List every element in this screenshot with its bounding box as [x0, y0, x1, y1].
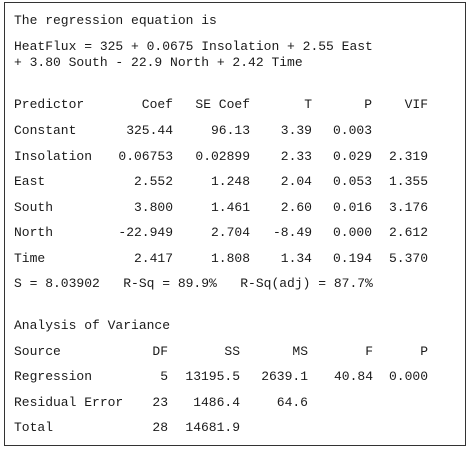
t-cell: 1.34: [280, 251, 312, 266]
t-cell: 3.39: [280, 123, 312, 138]
ms-cell: 64.6: [276, 395, 308, 410]
vif-cell: 3.176: [388, 200, 428, 215]
source-cell: Total: [14, 420, 54, 435]
table-row: East 2.552 1.248 2.04 0.053 1.355: [5, 174, 465, 190]
t-cell: 2.33: [280, 149, 312, 164]
coef-cell: 0.06753: [118, 149, 173, 164]
p-cell: 0.016: [332, 200, 372, 215]
table-row: Time 2.417 1.808 1.34 0.194 5.370: [5, 251, 465, 267]
ss-cell: 1486.4: [193, 395, 240, 410]
df-cell: 23: [152, 395, 168, 410]
coef-cell: 2.552: [133, 174, 173, 189]
f-cell: 40.84: [333, 369, 373, 384]
coef-header-p: P: [364, 97, 372, 112]
table-row: South 3.800 1.461 2.60 0.016 3.176: [5, 200, 465, 216]
source-cell: Regression: [14, 369, 93, 384]
coef-header-predictor: Predictor: [14, 97, 85, 112]
coef-header-t: T: [304, 97, 312, 112]
p-cell: 0.003: [332, 123, 372, 138]
anova-header-ms: MS: [292, 344, 308, 359]
ss-cell: 13195.5: [185, 369, 240, 384]
vif-cell: 2.319: [388, 149, 428, 164]
p-cell: 0.029: [332, 149, 372, 164]
coef-cell: 3.800: [133, 200, 173, 215]
p-cell: 0.053: [332, 174, 372, 189]
ss-cell: 14681.9: [185, 420, 240, 435]
coef-cell: 2.417: [133, 251, 173, 266]
secoef-cell: 0.02899: [195, 149, 250, 164]
ms-cell: 2639.1: [261, 369, 308, 384]
predictor-cell: Insolation: [14, 149, 93, 164]
p-cell: 0.194: [332, 251, 372, 266]
anova-header-source: Source: [14, 344, 61, 359]
anova-header-f: F: [365, 344, 373, 359]
t-cell: -8.49: [272, 225, 312, 240]
predictor-cell: Time: [14, 251, 46, 266]
fit-summary: S = 8.03902 R-Sq = 89.9% R-Sq(adj) = 87.…: [14, 276, 373, 291]
equation-line-2: + 3.80 South - 22.9 North + 2.42 Time: [14, 55, 303, 70]
anova-header: Analysis of Variance: [14, 318, 171, 333]
coef-header-row: Predictor Coef SE Coef T P VIF: [5, 97, 465, 113]
equation-line-1: HeatFlux = 325 + 0.0675 Insolation + 2.5…: [14, 39, 373, 54]
t-cell: 2.60: [280, 200, 312, 215]
secoef-cell: 1.248: [210, 174, 250, 189]
regression-header: The regression equation is: [14, 13, 217, 28]
coef-cell: 325.44: [126, 123, 173, 138]
predictor-cell: South: [14, 200, 54, 215]
anova-header-ss: SS: [224, 344, 240, 359]
source-cell: Residual Error: [14, 395, 124, 410]
vif-cell: 5.370: [388, 251, 428, 266]
predictor-cell: Constant: [14, 123, 77, 138]
t-cell: 2.04: [280, 174, 312, 189]
table-row: North -22.949 2.704 -8.49 0.000 2.612: [5, 225, 465, 241]
coef-header-coef: Coef: [141, 97, 173, 112]
table-row: Total 28 14681.9: [5, 420, 465, 436]
df-cell: 28: [152, 420, 168, 435]
anova-header-row: Source DF SS MS F P: [5, 344, 465, 360]
table-row: Insolation 0.06753 0.02899 2.33 0.029 2.…: [5, 149, 465, 165]
coef-header-vif: VIF: [404, 97, 428, 112]
df-cell: 5: [160, 369, 168, 384]
table-row: Residual Error 23 1486.4 64.6: [5, 395, 465, 411]
vif-cell: 2.612: [388, 225, 428, 240]
vif-cell: 1.355: [388, 174, 428, 189]
p-cell: 0.000: [388, 369, 428, 384]
coef-header-secoef: SE Coef: [195, 97, 250, 112]
secoef-cell: 1.461: [210, 200, 250, 215]
predictor-cell: East: [14, 174, 46, 189]
anova-header-p: P: [420, 344, 428, 359]
predictor-cell: North: [14, 225, 54, 240]
secoef-cell: 2.704: [210, 225, 250, 240]
coef-cell: -22.949: [118, 225, 173, 240]
p-cell: 0.000: [332, 225, 372, 240]
secoef-cell: 1.808: [210, 251, 250, 266]
regression-output-panel: The regression equation is HeatFlux = 32…: [4, 2, 466, 446]
table-row: Constant 325.44 96.13 3.39 0.003: [5, 123, 465, 139]
secoef-cell: 96.13: [210, 123, 250, 138]
table-row: Regression 5 13195.5 2639.1 40.84 0.000: [5, 369, 465, 385]
anova-header-df: DF: [152, 344, 168, 359]
